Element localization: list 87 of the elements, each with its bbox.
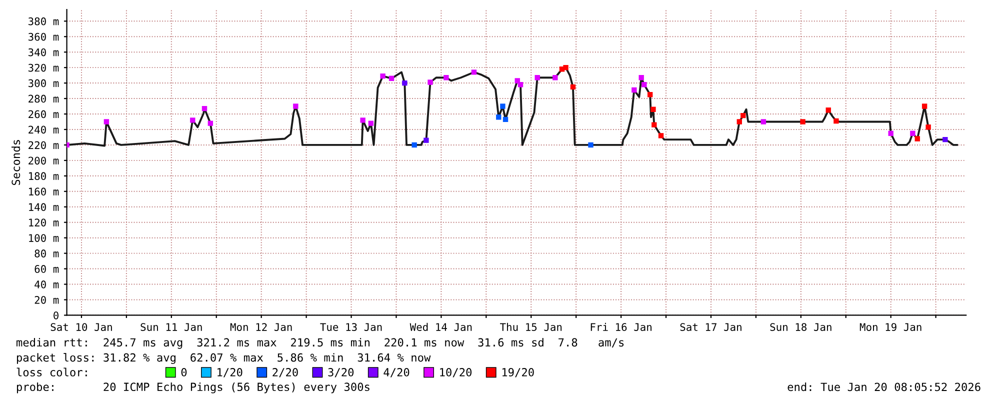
point: [736, 119, 742, 124]
point: [444, 75, 449, 80]
y-tick-label: 200 m: [28, 156, 59, 165]
point: [588, 142, 594, 148]
y-tick-label: 80 m: [34, 250, 59, 258]
x-tick-label: Sat 17 Jan: [680, 323, 742, 331]
y-tick-label: 120 m: [29, 218, 59, 226]
y-tick-label: 340 m: [28, 48, 59, 56]
legend-label: 1/20: [218, 368, 242, 378]
point: [424, 138, 429, 143]
text: end: Tue Jan 20 08:05:52 2026: [788, 382, 980, 392]
point: [190, 118, 196, 123]
point: [388, 76, 394, 82]
text: median rtt: 245.7 ms avg 321.2 ms max 219.5 ms min 220.1 ms now 31.6 ms sd 7.8 am/s: [16, 338, 624, 349]
legend-label: 3/20: [328, 368, 354, 378]
point: [202, 106, 208, 112]
text: probe: 20 ICMP Echo Pings (56 Bytes) every 300s: [16, 382, 370, 394]
y-tick-label: 280 m: [28, 94, 59, 103]
point: [914, 136, 920, 142]
x-tick-label: Fri 16 Jan: [590, 322, 652, 331]
y-tick-label: 240 m: [28, 126, 59, 134]
point: [471, 70, 477, 75]
x-tick-label: Wed 14 Jan: [410, 322, 472, 331]
y-axis-title: Seconds: [11, 140, 20, 186]
point: [496, 114, 502, 120]
y-tick-label: 140 m: [29, 203, 59, 212]
x-tick-label: Mon 12 Jan: [230, 323, 292, 331]
point: [104, 119, 110, 124]
y-tick-label: 360 m: [28, 32, 59, 41]
y-tick-label: 20 m: [34, 296, 59, 304]
y-tick-label: 220 m: [28, 141, 59, 150]
y-tick-label: 0: [54, 311, 58, 320]
y-tick-label: 100 m: [29, 234, 59, 242]
x-tick-label: Thu 15 Jan: [500, 322, 562, 331]
point: [208, 120, 214, 126]
point: [632, 87, 637, 93]
point: [368, 120, 374, 126]
point: [500, 104, 506, 109]
y-tick-label: 320 m: [28, 64, 59, 72]
point: [740, 112, 746, 118]
point: [514, 78, 520, 84]
legend-label: 0: [181, 368, 187, 376]
x-tick-label: Sat 10 Jan: [50, 323, 112, 331]
x-tick-label: Sun 18 Jan: [770, 323, 832, 331]
y-tick-label: 40 m: [34, 280, 59, 288]
point: [888, 130, 894, 136]
point: [534, 75, 540, 80]
point: [650, 106, 656, 112]
point: [293, 104, 298, 109]
point: [658, 133, 664, 138]
point: [826, 108, 831, 113]
point: [647, 92, 653, 98]
point: [518, 82, 524, 88]
point: [834, 118, 839, 124]
point: [942, 136, 948, 142]
point: [910, 130, 916, 136]
point: [563, 64, 568, 70]
legend-title: loss color:: [16, 368, 87, 376]
x-tick-label: Mon 19 Jan: [860, 323, 922, 331]
point: [428, 80, 433, 85]
y-tick-label: 60 m: [34, 265, 59, 273]
text: packet loss: 31.82 % avg 62.07 % max 5.86 % min 31.64 % now: [16, 353, 431, 364]
y-tick-label: 180 m: [29, 172, 59, 180]
point: [760, 119, 766, 124]
point: [922, 104, 928, 109]
legend-label: 10/20: [440, 368, 472, 378]
y-tick-label: 160 m: [29, 188, 59, 196]
y-tick-label: 300 m: [28, 79, 59, 88]
point: [552, 75, 558, 80]
point: [402, 80, 408, 86]
legend-label: 2/20: [272, 368, 298, 378]
point: [360, 118, 366, 123]
point: [652, 122, 657, 128]
legend-label: 19/20: [502, 368, 534, 378]
legend-label: 4/20: [384, 368, 410, 378]
point: [412, 142, 417, 148]
y-tick-label: 260 m: [28, 110, 59, 118]
y-tick-label: 380 m: [28, 17, 59, 26]
point: [642, 82, 647, 88]
point: [380, 73, 386, 79]
point: [800, 119, 806, 124]
point: [638, 75, 644, 80]
point: [926, 124, 931, 130]
point: [570, 84, 576, 90]
point: [502, 116, 508, 122]
x-tick-label: Tue 13 Jan: [320, 323, 382, 331]
x-tick-label: Sun 11 Jan: [140, 323, 202, 331]
